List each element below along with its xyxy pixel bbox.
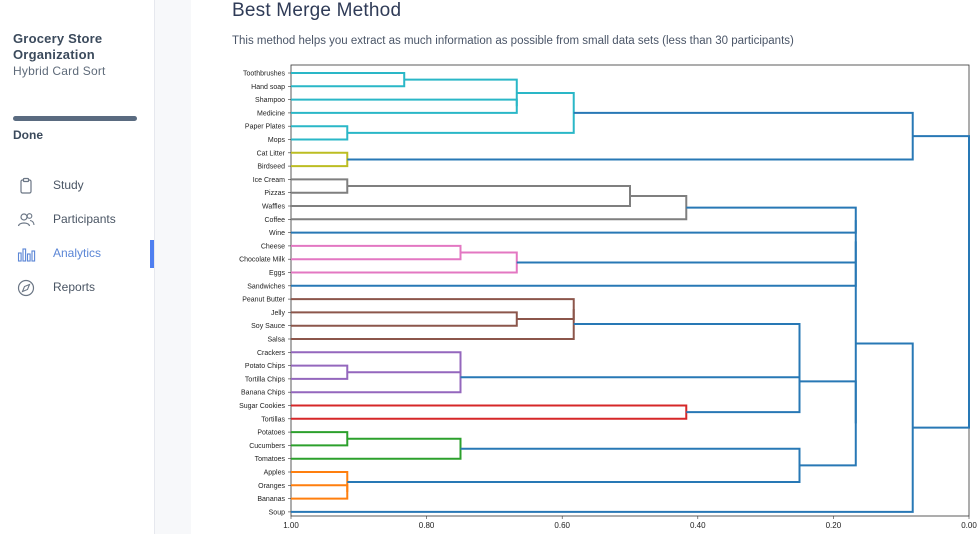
leaf-label: Birdseed	[257, 164, 285, 171]
leaf-label: Wine	[269, 230, 285, 237]
dendrogram-link	[291, 241, 857, 287]
leaf-label: Bananas	[257, 496, 285, 503]
dendrogram-link	[291, 309, 575, 340]
nav-label-participants: Participants	[53, 212, 116, 226]
x-tick-label: 1.00	[283, 521, 299, 530]
dendrogram-link	[291, 251, 518, 274]
dendrogram-link	[291, 311, 518, 327]
leaf-label: Shampoo	[255, 97, 285, 104]
leaf-label: Soy Sauce	[251, 323, 285, 330]
x-tick-label: 0.20	[826, 521, 842, 530]
leaf-label: Apples	[264, 470, 286, 477]
study-status: Done	[13, 128, 43, 142]
leaf-label: Potato Chips	[245, 363, 286, 370]
leaf-label: Crackers	[257, 350, 286, 357]
dendrogram-link	[291, 362, 462, 394]
dendrogram-link	[686, 350, 801, 414]
dendrogram-link	[291, 437, 462, 460]
leaf-label: Mops	[268, 137, 286, 144]
x-tick-label: 0.00	[961, 521, 977, 530]
leaf-label: Sugar Cookies	[239, 403, 285, 410]
page-title: Best Merge Method	[232, 0, 402, 21]
leaf-label: Peanut Butter	[242, 297, 285, 304]
dendrogram-link	[460, 323, 801, 379]
leaf-label: Medicine	[257, 110, 285, 117]
leaf-label: Ice Cream	[253, 177, 285, 184]
dendrogram-link	[291, 431, 349, 447]
nav-label-analytics: Analytics	[53, 246, 102, 260]
sidebar: Grocery Store Organization Hybrid Card S…	[0, 0, 155, 534]
leaf-label: Jelly	[271, 310, 286, 317]
nav-item-analytics[interactable]: Analytics	[0, 240, 154, 268]
leaf-label: Eggs	[269, 270, 285, 277]
dendrogram-link	[291, 404, 688, 420]
leaf-label: Oranges	[258, 483, 285, 490]
x-tick-label: 0.60	[554, 521, 570, 530]
dendrogram-link	[291, 471, 349, 492]
dendrogram-link	[347, 447, 801, 483]
leaf-label: Tortilla Chips	[245, 376, 286, 383]
page-description: This method helps you extract as much in…	[232, 35, 794, 47]
x-tick-label: 0.40	[690, 521, 706, 530]
active-indicator	[150, 240, 154, 268]
leaf-label: Soup	[269, 509, 285, 516]
leaf-label: Toothbrushes	[243, 71, 286, 78]
dendrogram-link	[291, 125, 349, 141]
leaf-label: Potatoes	[257, 430, 285, 437]
leaf-label: Cat Litter	[257, 150, 286, 157]
leaf-label: Paper Plates	[245, 124, 286, 131]
users-icon	[17, 213, 35, 227]
dendrogram-link	[347, 111, 914, 161]
leaf-label: Sandwiches	[247, 283, 285, 290]
dendrogram-link	[291, 484, 349, 500]
dendrogram-link	[291, 98, 518, 114]
nav-item-reports[interactable]: Reports	[0, 274, 154, 302]
leaf-label: Chocolate Milk	[239, 257, 285, 264]
dendrogram-link	[291, 351, 462, 374]
dendrogram-link	[404, 78, 518, 107]
x-tick-label: 0.80	[419, 521, 435, 530]
leaf-label: Tomatoes	[255, 456, 286, 463]
dendrogram-link	[516, 220, 857, 264]
dendrogram-link	[291, 178, 349, 194]
leaf-label: Pizzas	[264, 190, 285, 197]
leaf-label: Coffee	[265, 217, 286, 224]
nav-label-study: Study	[53, 178, 84, 192]
nav-label-reports: Reports	[53, 280, 96, 294]
clipboard-icon	[20, 177, 32, 194]
nav-item-study[interactable]: Study	[0, 172, 154, 200]
dendrogram-link	[291, 342, 914, 513]
study-title: Grocery Store Organization	[13, 31, 103, 62]
study-subtitle: Hybrid Card Sort	[13, 64, 106, 78]
leaf-label: Tortillas	[261, 416, 285, 423]
dendrogram-link	[291, 244, 462, 261]
progress-bar	[13, 116, 137, 121]
dendrogram-link	[291, 72, 406, 88]
dendrogram-link	[291, 151, 349, 168]
content-gutter	[155, 0, 191, 534]
dendrogram-link	[291, 364, 349, 380]
compass-icon	[17, 279, 35, 297]
bar-chart-icon	[17, 248, 36, 262]
dendrogram-link	[291, 185, 631, 207]
nav-item-participants[interactable]: Participants	[0, 206, 154, 234]
dendrogram-link	[799, 380, 857, 467]
leaf-label: Banana Chips	[241, 390, 285, 397]
leaf-label: Hand soap	[251, 84, 285, 91]
leaf-label: Salsa	[267, 337, 285, 344]
dendrogram-link	[291, 298, 575, 321]
leaf-label: Cheese	[261, 243, 285, 250]
leaf-label: Cucumbers	[249, 443, 285, 450]
dendrogram-chart: Toothbrushes Hand soap Shampoo Medicine Pape…	[239, 64, 977, 530]
dendrogram-link	[912, 135, 970, 429]
leaf-label: Waffles	[262, 204, 285, 211]
dendrogram-link	[291, 195, 688, 221]
